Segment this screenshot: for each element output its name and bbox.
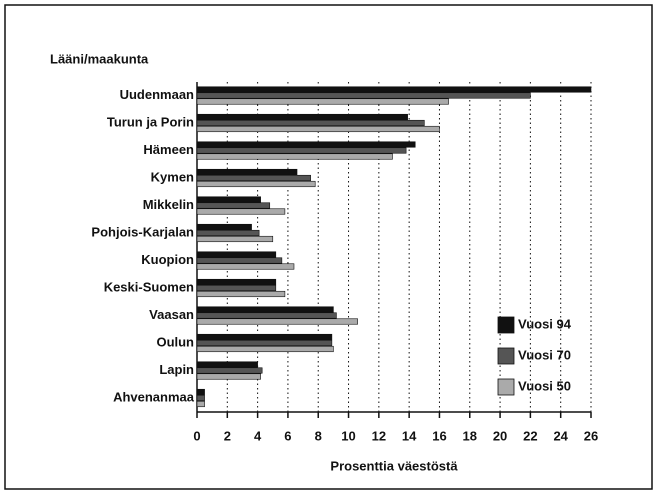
bar xyxy=(196,168,298,176)
y-tick-label: Hämeen xyxy=(143,142,194,157)
bar xyxy=(196,98,449,105)
bar xyxy=(196,86,592,93)
bar xyxy=(196,208,286,215)
bar xyxy=(196,196,261,203)
y-axis-label: Lääni/maakunta xyxy=(50,51,149,66)
x-tick-label: 12 xyxy=(372,428,386,443)
y-tick-label: Kuopion xyxy=(141,252,194,267)
bar xyxy=(196,388,205,396)
bar xyxy=(196,125,440,133)
x-tick-label: 6 xyxy=(284,428,291,443)
y-tick-label: Pohjois-Karjalan xyxy=(91,225,194,240)
bar xyxy=(196,278,277,286)
bar xyxy=(196,141,416,148)
bar xyxy=(196,361,258,368)
x-tick-label: 16 xyxy=(432,428,446,443)
bar xyxy=(196,339,333,347)
bar xyxy=(196,284,277,292)
bar xyxy=(196,174,311,182)
x-tick-label: 8 xyxy=(315,428,322,443)
y-tick-label: Mikkelin xyxy=(143,197,194,212)
bar xyxy=(196,235,274,243)
bar xyxy=(196,223,252,231)
bar xyxy=(196,153,393,160)
legend-swatch xyxy=(497,347,515,365)
bar xyxy=(196,113,408,121)
x-tick-label: 0 xyxy=(193,428,200,443)
y-tick-label: Uudenmaan xyxy=(120,87,194,102)
y-tick-label: Kymen xyxy=(151,170,194,185)
y-tick-label: Turun ja Porin xyxy=(107,115,194,130)
x-tick-label: 26 xyxy=(584,428,598,443)
x-tick-label: 2 xyxy=(224,428,231,443)
legend-swatch xyxy=(497,378,515,396)
y-tick-label: Oulun xyxy=(156,335,194,350)
x-tick-label: 10 xyxy=(341,428,355,443)
y-tick-label: Ahvenanmaa xyxy=(113,390,195,405)
x-tick-label: 20 xyxy=(493,428,507,443)
x-tick-label: 14 xyxy=(402,428,417,443)
legend-label: Vuosi 50 xyxy=(518,378,571,393)
bar xyxy=(196,147,407,154)
bar xyxy=(196,290,286,298)
bar xyxy=(196,180,316,188)
bar xyxy=(196,318,358,325)
legend-label: Vuosi 94 xyxy=(518,316,572,331)
x-axis-label: Prosenttia väestöstä xyxy=(330,458,458,473)
bar xyxy=(196,367,263,374)
bar xyxy=(196,202,271,209)
frame xyxy=(4,4,653,490)
bar xyxy=(196,373,261,380)
bar xyxy=(196,400,205,408)
bar xyxy=(196,345,334,353)
bar xyxy=(196,119,425,127)
bar xyxy=(196,263,295,270)
bar xyxy=(196,257,283,264)
legend-swatch xyxy=(497,316,515,334)
bar xyxy=(196,229,260,237)
x-tick-label: 22 xyxy=(523,428,537,443)
bar xyxy=(196,312,337,319)
legend-label: Vuosi 70 xyxy=(518,347,571,362)
y-tick-label: Vaasan xyxy=(149,307,194,322)
x-tick-label: 24 xyxy=(553,428,568,443)
bar xyxy=(196,251,277,258)
x-tick-label: 18 xyxy=(463,428,477,443)
bar xyxy=(196,92,531,99)
bar xyxy=(196,306,334,313)
y-tick-label: Keski-Suomen xyxy=(104,280,194,295)
bar xyxy=(196,394,205,402)
x-tick-label: 4 xyxy=(254,428,262,443)
y-tick-label: Lapin xyxy=(159,362,194,377)
bar xyxy=(196,333,333,341)
